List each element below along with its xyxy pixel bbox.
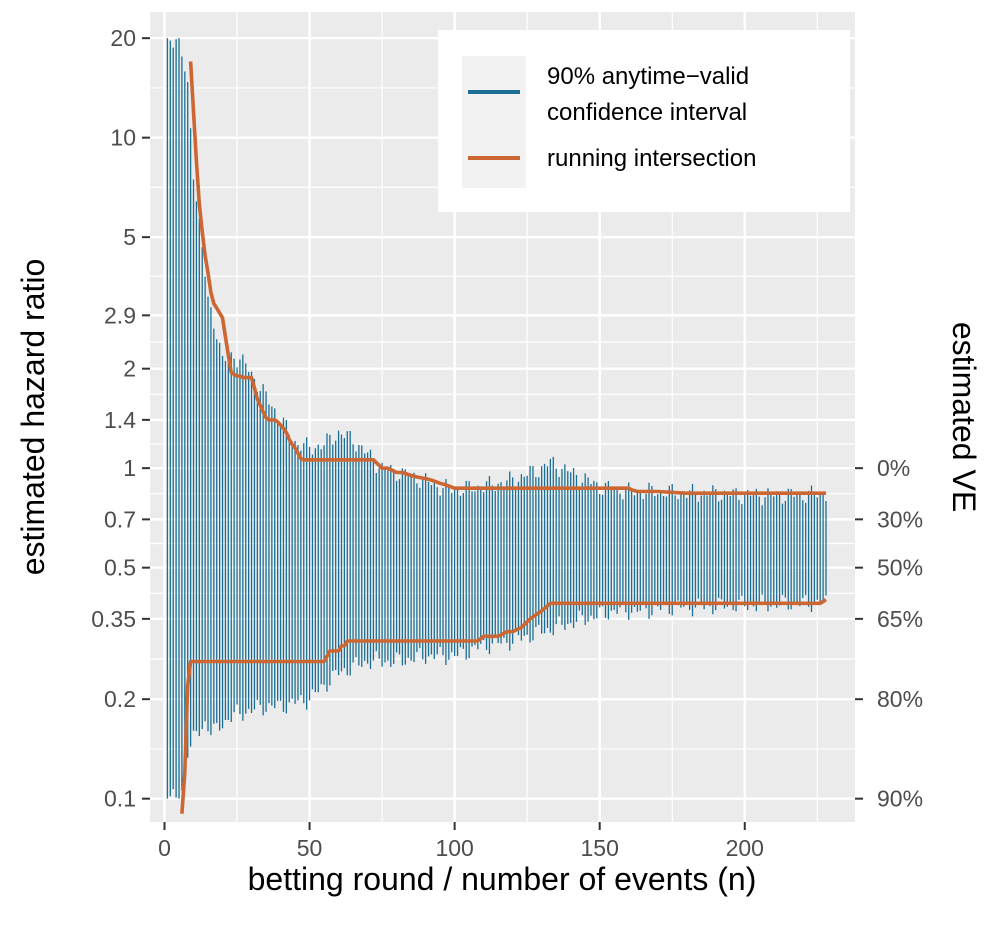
running-intersection-lines bbox=[180, 61, 827, 814]
y-tick-label: 2.9 bbox=[104, 302, 136, 328]
y2-tick-label: 65% bbox=[877, 606, 923, 632]
y-tick-label: 1.4 bbox=[104, 407, 136, 433]
y-tick-label: 5 bbox=[123, 224, 136, 250]
x-tick-label: 200 bbox=[726, 835, 764, 861]
y-tick-label: 0.1 bbox=[104, 786, 136, 812]
y2-axis-ticks: 0% 30% 50% 65% 80% 90% bbox=[855, 455, 923, 812]
y2-tick-label: 50% bbox=[877, 555, 923, 581]
y-axis-ticks: 0.1 0.2 0.35 0.5 0.7 1 1.4 2 2.9 5 10 20 bbox=[91, 25, 150, 812]
legend-label-running-intersection: running intersection bbox=[547, 145, 756, 172]
confidence-interval-bars bbox=[166, 38, 827, 799]
legend-label-ci-line2: confidence interval bbox=[547, 99, 747, 126]
y-tick-label: 0.35 bbox=[91, 606, 136, 632]
x-tick-label: 100 bbox=[435, 835, 473, 861]
running-intersection-lower bbox=[180, 598, 827, 814]
y-tick-label: 1 bbox=[123, 455, 136, 481]
x-axis-title: betting round / number of events (n) bbox=[248, 861, 757, 897]
y-tick-label: 0.2 bbox=[104, 686, 136, 712]
y2-tick-label: 90% bbox=[877, 786, 923, 812]
y-tick-label: 20 bbox=[110, 25, 136, 51]
running-intersection-upper bbox=[188, 61, 826, 496]
y-axis-title: estimated hazard ratio bbox=[15, 259, 51, 576]
x-tick-label: 50 bbox=[297, 835, 323, 861]
y2-tick-label: 80% bbox=[877, 686, 923, 712]
y-tick-label: 0.5 bbox=[104, 555, 136, 581]
legend-label-ci-line1: 90% anytime−valid bbox=[547, 63, 749, 90]
y2-axis-title: estimated VE bbox=[946, 322, 982, 512]
x-axis-ticks: 0 50 100 150 200 bbox=[158, 822, 764, 861]
x-tick-label: 150 bbox=[581, 835, 619, 861]
y-tick-label: 0.7 bbox=[104, 506, 136, 532]
x-tick-label: 0 bbox=[158, 835, 171, 861]
y-tick-label: 10 bbox=[110, 125, 136, 151]
y2-tick-label: 0% bbox=[877, 455, 910, 481]
y-tick-label: 2 bbox=[123, 356, 136, 382]
legend: 90% anytime−valid confidence interval ru… bbox=[438, 30, 850, 212]
y2-tick-label: 30% bbox=[877, 506, 923, 532]
